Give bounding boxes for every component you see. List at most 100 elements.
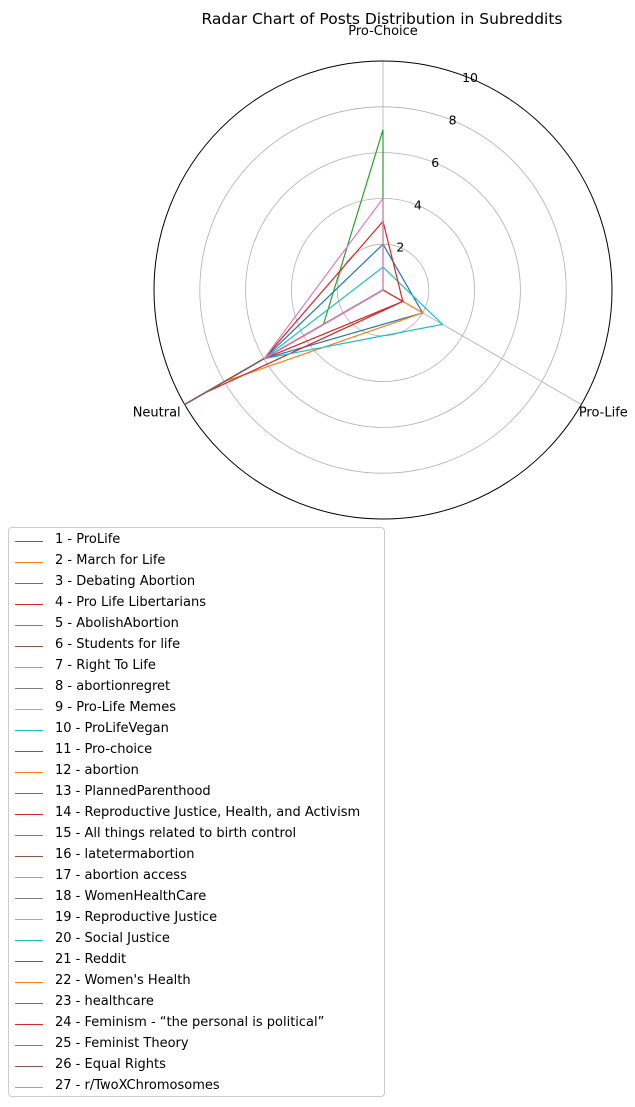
- radial-tick-label: 2: [396, 240, 404, 255]
- legend-swatch: [15, 1066, 43, 1067]
- axis-label: Pro-Life: [579, 406, 628, 421]
- legend-swatch: [15, 1024, 43, 1025]
- legend-swatch: [15, 793, 43, 794]
- legend-label: 13 - PlannedParenthood: [55, 784, 211, 799]
- legend-swatch: [15, 646, 43, 647]
- legend-swatch: [15, 1045, 43, 1046]
- chart-title: Radar Chart of Posts Distribution in Sub…: [201, 10, 562, 28]
- axis-label: Neutral: [133, 406, 181, 421]
- legend-swatch: [15, 961, 43, 962]
- series-line: [263, 243, 424, 360]
- legend-entry: 12 - abortion: [9, 761, 384, 781]
- legend-entry: 10 - ProLifeVegan: [9, 719, 384, 739]
- legend-label: 12 - abortion: [55, 763, 139, 778]
- axis-label: Pro-Choice: [348, 24, 418, 39]
- legend-label: 23 - healthcare: [55, 994, 154, 1009]
- radial-tick-label: 6: [431, 155, 439, 170]
- legend-entry: 1 - ProLife: [9, 530, 384, 550]
- legend-swatch: [15, 709, 43, 710]
- legend-entry: 3 - Debating Abortion: [9, 572, 384, 592]
- legend-swatch: [15, 667, 43, 668]
- legend-swatch: [15, 814, 43, 815]
- legend-swatch: [15, 688, 43, 689]
- legend-swatch: [15, 583, 43, 584]
- series-line: [263, 220, 404, 360]
- legend-entry: 13 - PlannedParenthood: [9, 782, 384, 802]
- legend-entry: 5 - AbolishAbortion: [9, 614, 384, 634]
- legend-label: 1 - ProLife: [55, 532, 121, 547]
- legend-entry: 21 - Reddit: [9, 950, 384, 970]
- legend-label: 18 - WomenHealthCare: [55, 889, 207, 904]
- legend-label: 25 - Feminist Theory: [55, 1036, 189, 1051]
- legend-label: 10 - ProLifeVegan: [55, 721, 169, 736]
- radar-series: [184, 129, 444, 406]
- legend-label: 4 - Pro Life Libertarians: [55, 595, 206, 610]
- legend: 1 - ProLife 2 - March for Life 3 - Debatin…: [8, 527, 385, 1097]
- legend-swatch: [15, 940, 43, 941]
- legend-swatch: [15, 751, 43, 752]
- legend-label: 11 - Pro-choice: [55, 742, 153, 757]
- legend-label: 26 - Equal Rights: [55, 1057, 166, 1072]
- legend-entry: 24 - Feminism - “the personal is politic…: [9, 1013, 384, 1033]
- legend-entry: 27 - r/TwoXChromosomes: [9, 1076, 384, 1096]
- legend-entry: 2 - March for Life: [9, 551, 384, 571]
- legend-entry: 4 - Pro Life Libertarians: [9, 593, 384, 613]
- legend-entry: 6 - Students for life: [9, 635, 384, 655]
- legend-entry: 7 - Right To Life: [9, 656, 384, 676]
- legend-entry: 17 - abortion access: [9, 866, 384, 886]
- legend-label: 16 - latetermabortion: [55, 847, 195, 862]
- legend-label: 5 - AbolishAbortion: [55, 616, 179, 631]
- legend-entry: 8 - abortionregret: [9, 677, 384, 697]
- legend-swatch: [15, 541, 43, 542]
- legend-swatch: [15, 835, 43, 836]
- legend-label: 7 - Right To Life: [55, 658, 156, 673]
- legend-swatch: [15, 730, 43, 731]
- legend-label: 27 - r/TwoXChromosomes: [55, 1078, 220, 1093]
- legend-label: 2 - March for Life: [55, 553, 166, 568]
- legend-label: 20 - Social Justice: [55, 931, 170, 946]
- outer-frame: [153, 60, 613, 520]
- legend-swatch: [15, 772, 43, 773]
- radial-tick-label: 8: [449, 113, 457, 128]
- legend-entry: 16 - latetermabortion: [9, 845, 384, 865]
- legend-entry: 9 - Pro-Life Memes: [9, 698, 384, 718]
- legend-label: 15 - All things related to birth control: [55, 826, 297, 841]
- legend-label: 19 - Reproductive Justice: [55, 910, 218, 925]
- legend-entry: 14 - Reproductive Justice, Health, and A…: [9, 803, 384, 823]
- legend-label: 8 - abortionregret: [55, 679, 171, 694]
- legend-label: 24 - Feminism - “the personal is politic…: [55, 1015, 325, 1030]
- legend-entry: 26 - Equal Rights: [9, 1055, 384, 1075]
- legend-entry: 23 - healthcare: [9, 992, 384, 1012]
- series-line: [263, 266, 444, 360]
- legend-label: 14 - Reproductive Justice, Health, and A…: [55, 805, 361, 820]
- legend-swatch: [15, 562, 43, 563]
- legend-swatch: [15, 898, 43, 899]
- radial-tick-label: 10: [462, 70, 478, 85]
- legend-entry: 25 - Feminist Theory: [9, 1034, 384, 1054]
- legend-swatch: [15, 1003, 43, 1004]
- legend-label: 21 - Reddit: [55, 952, 127, 967]
- legend-swatch: [15, 604, 43, 605]
- legend-swatch: [15, 625, 43, 626]
- legend-label: 17 - abortion access: [55, 868, 187, 883]
- legend-label: 6 - Students for life: [55, 637, 181, 652]
- legend-label: 3 - Debating Abortion: [55, 574, 196, 589]
- legend-entry: 22 - Women's Health: [9, 971, 384, 991]
- series-line: [224, 289, 425, 383]
- legend-swatch: [15, 982, 43, 983]
- legend-swatch: [15, 877, 43, 878]
- legend-label: 9 - Pro-Life Memes: [55, 700, 176, 715]
- legend-entry: 11 - Pro-choice: [9, 740, 384, 760]
- radial-tick-label: 4: [414, 197, 422, 212]
- legend-swatch: [15, 856, 43, 857]
- radar-labels: 2 4 6 8 10 Pro-Choice Pro-Life Neutral: [133, 24, 628, 421]
- legend-entry: 15 - All things related to birth control: [9, 824, 384, 844]
- legend-label: 22 - Women's Health: [55, 973, 191, 988]
- legend-swatch: [15, 1087, 43, 1088]
- legend-entry: 18 - WomenHealthCare: [9, 887, 384, 907]
- legend-swatch: [15, 919, 43, 920]
- legend-entry: 20 - Social Justice: [9, 929, 384, 949]
- legend-entry: 19 - Reproductive Justice: [9, 908, 384, 928]
- radar-chart: Radar Chart of Posts Distribution in Sub…: [133, 10, 628, 520]
- series-line: [263, 198, 384, 360]
